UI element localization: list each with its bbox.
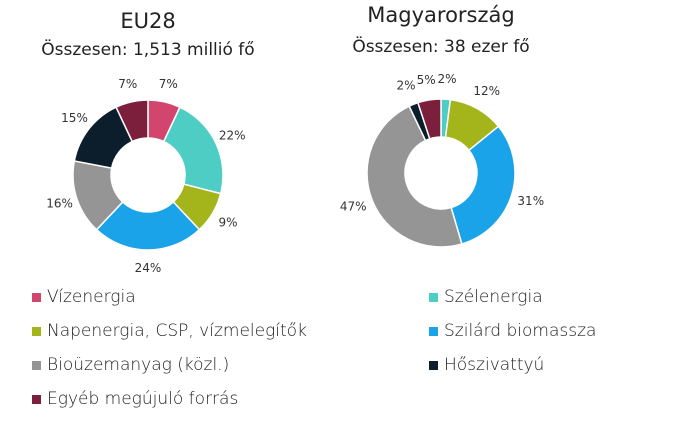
legend: Vízenergia Szélenergia Napenergia, CSP, … bbox=[0, 283, 690, 423]
data-label: 7% bbox=[159, 77, 178, 91]
legend-item-vizenergia: Vízenergia bbox=[32, 287, 136, 307]
legend-swatch bbox=[429, 326, 438, 336]
donut-slice bbox=[366, 105, 463, 248]
data-label: 9% bbox=[219, 215, 238, 229]
donut-slice bbox=[115, 99, 149, 143]
data-label: 16% bbox=[46, 197, 73, 211]
donut-hu: 2% 12% 31% 47% 2% 5% bbox=[340, 72, 544, 248]
data-label: 2% bbox=[437, 72, 456, 86]
legend-item-hoszivattyu: Hőszivattyú bbox=[429, 355, 544, 375]
legend-item-szelenergia: Szélenergia bbox=[429, 287, 543, 307]
legend-item-biouzemanyag: Bioüzemanyag (közl.) bbox=[32, 355, 229, 375]
chart-subtitle-hu: Összesen: 38 ezer fő bbox=[352, 35, 529, 57]
data-label: 7% bbox=[118, 77, 137, 91]
charts-area: EU28 Összesen: 1,513 millió fő Magyarors… bbox=[41, 3, 544, 275]
data-label: 12% bbox=[473, 84, 500, 98]
legend-swatch bbox=[32, 292, 41, 302]
data-label: 2% bbox=[397, 79, 416, 93]
legend-item-szilard-biomassza: Szilárd biomassza bbox=[429, 321, 596, 341]
data-label: 5% bbox=[417, 73, 436, 87]
legend-label: Bioüzemanyag (közl.) bbox=[47, 355, 230, 375]
chart-subtitle-eu28: Összesen: 1,513 millió fő bbox=[41, 38, 254, 60]
data-label: 22% bbox=[219, 128, 246, 142]
legend-swatch bbox=[429, 360, 438, 370]
legend-item-egyeb: Egyéb megújuló forrás bbox=[32, 389, 238, 409]
legend-swatch bbox=[32, 360, 41, 370]
legend-swatch bbox=[32, 326, 41, 336]
donut-slice bbox=[450, 125, 516, 245]
legend-label: Hőszivattyú bbox=[444, 355, 545, 375]
chart-title-hu: Magyarország bbox=[367, 3, 514, 27]
legend-item-napenergia: Napenergia, CSP, vízmelegítők bbox=[32, 321, 307, 341]
legend-swatch bbox=[429, 292, 438, 302]
data-label: 31% bbox=[517, 194, 544, 208]
donut-slice bbox=[416, 98, 442, 140]
data-label: 24% bbox=[135, 261, 162, 275]
legend-label: Szélenergia bbox=[444, 287, 543, 307]
legend-label: Egyéb megújuló forrás bbox=[47, 389, 239, 409]
legend-label: Napenergia, CSP, vízmelegítők bbox=[47, 321, 307, 341]
legend-label: Vízenergia bbox=[47, 287, 136, 307]
chart-title-eu28: EU28 bbox=[120, 9, 175, 33]
legend-label: Szilárd biomassza bbox=[444, 321, 597, 341]
data-label: 15% bbox=[61, 111, 88, 125]
legend-swatch bbox=[32, 394, 41, 404]
data-label: 47% bbox=[340, 200, 367, 214]
donut-eu28: 7% 22% 9% 24% 16% 15% 7% bbox=[46, 77, 245, 275]
